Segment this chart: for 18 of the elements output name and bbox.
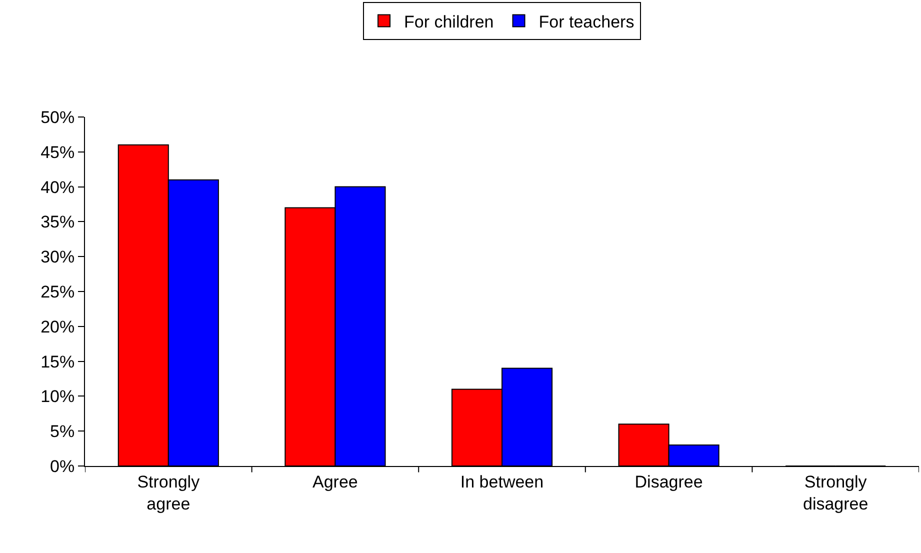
y-tick-label: 0% <box>50 456 75 476</box>
y-tick-label: 20% <box>40 317 75 336</box>
y-tick-label: 25% <box>40 282 75 302</box>
legend-label: For children <box>404 12 494 32</box>
x-tick-label: In between <box>460 472 544 492</box>
y-tick-label: 5% <box>50 422 75 442</box>
x-tick-label: Disagree <box>634 472 703 492</box>
x-tick-label: Strongly disagree <box>802 472 868 514</box>
y-tick-label: 50% <box>40 108 75 127</box>
y-tick-label: 30% <box>40 248 75 267</box>
y-tick-label: 40% <box>40 178 75 197</box>
y-tick-label: 15% <box>40 352 75 372</box>
x-tick-label: Agree <box>312 472 358 492</box>
legend-label: For teachers <box>538 12 634 32</box>
x-tick-label: Strongly agree <box>137 472 200 514</box>
y-tick-label: 10% <box>40 387 75 406</box>
y-tick-label: 35% <box>40 212 75 232</box>
y-tick-label: 45% <box>40 142 75 162</box>
